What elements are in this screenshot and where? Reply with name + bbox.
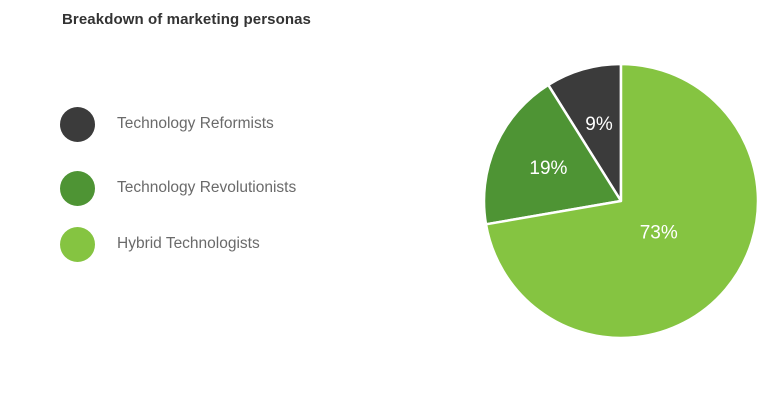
legend-swatch-technology-reformists [60,107,95,142]
pie-label-hybrid-technologists: 73% [640,222,678,243]
pie-slice-hybrid-technologists [484,62,760,340]
legend-item-hybrid-technologists: Hybrid Technologists [60,227,400,263]
legend-label-technology-reformists: Technology Reformists [117,115,274,132]
legend-label-technology-revolutionists: Technology Revolutionists [117,179,297,196]
chart-title: Breakdown of marketing personas [62,11,311,28]
legend-item-technology-revolutionists: Technology Revolutionists [60,171,400,207]
pie-chart: 9% 19% 73% [482,62,760,340]
legend-swatch-hybrid-technologists [60,227,95,262]
pie-label-technology-reformists: 9% [585,114,613,135]
pie-slice-technology-revolutionists [482,83,623,226]
legend-item-technology-reformists: Technology Reformists [60,107,400,143]
legend-swatch-technology-revolutionists [60,171,95,206]
legend-label-hybrid-technologists: Hybrid Technologists [117,235,260,252]
pie-label-technology-revolutionists: 19% [529,158,567,179]
